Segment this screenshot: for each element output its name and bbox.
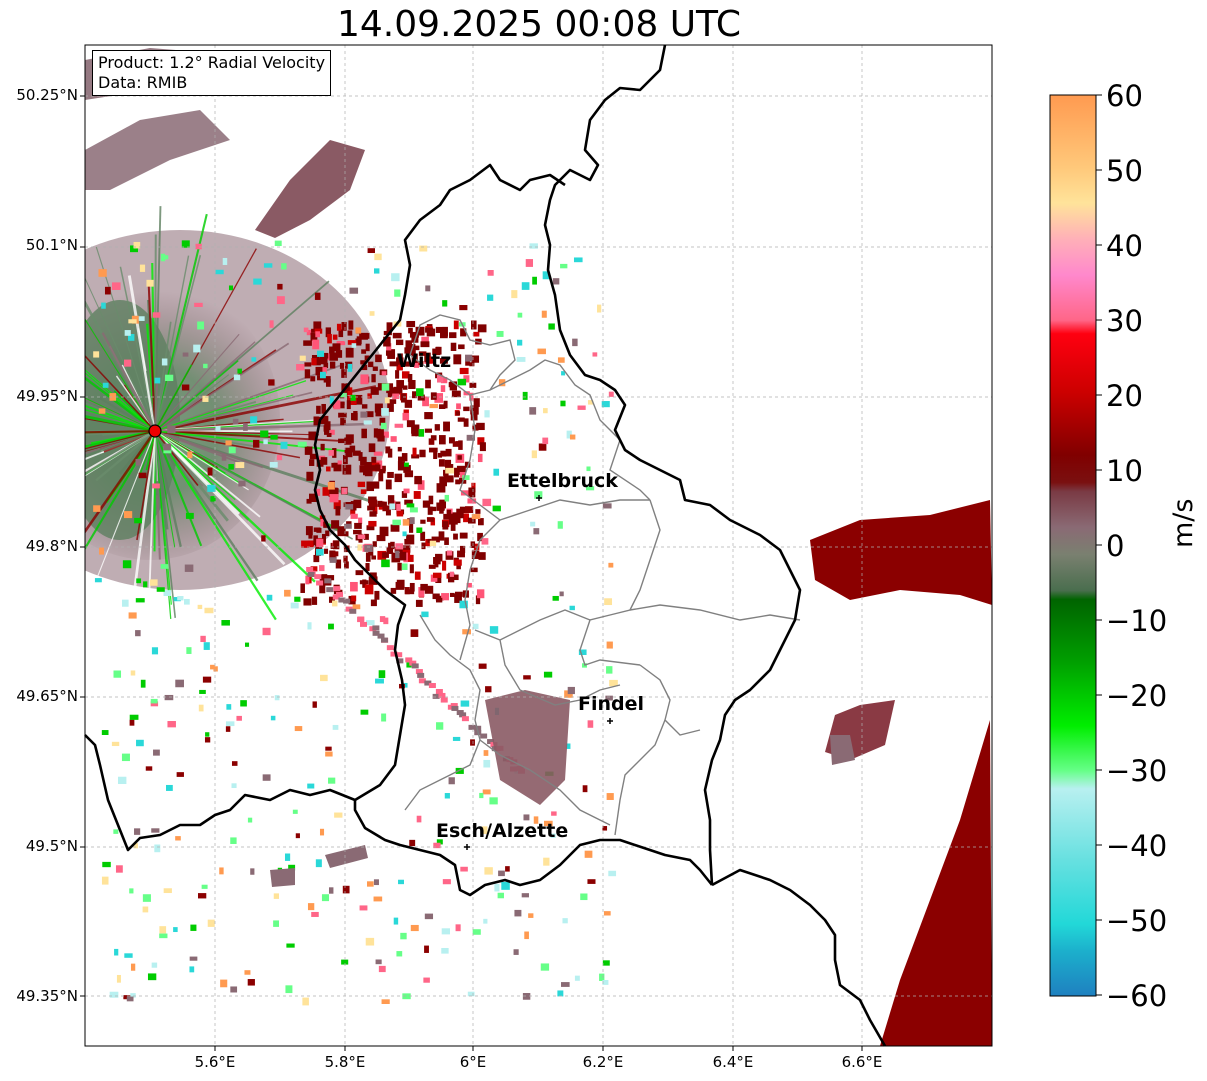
product-label: Product: 1.2° Radial Velocity: [98, 53, 326, 72]
map-title: 14.09.2025 00:08 UTC: [336, 4, 742, 45]
colorbar-tick-label: 0: [1106, 529, 1125, 563]
colorbar-tick-label: −40: [1106, 829, 1168, 863]
country-borders: [84, 44, 887, 1047]
lat-label: 49.5°N: [25, 837, 78, 855]
lat-label: 49.35°N: [16, 987, 78, 1005]
city-markers: [464, 495, 613, 850]
lon-label: 5.8°E: [324, 1053, 366, 1071]
colorbar-tick-label: 40: [1106, 229, 1143, 263]
lon-label: 6.2°E: [582, 1053, 624, 1071]
lon-label: 6°E: [459, 1053, 487, 1071]
lat-label: 49.95°N: [16, 387, 78, 405]
city-label-findel: Findel: [578, 693, 645, 715]
city-label-esch-alzette: Esch/Alzette: [436, 820, 569, 842]
colorbar-tick-label: 20: [1106, 379, 1143, 413]
colorbar-tick-label: 60: [1106, 79, 1143, 113]
lat-label: 49.65°N: [16, 687, 78, 705]
graticule: [85, 45, 992, 1046]
colorbar-tick-label: −20: [1106, 679, 1168, 713]
lat-label: 49.8°N: [25, 537, 78, 555]
city-label-ettelbruck: Ettelbruck: [507, 470, 618, 492]
colorbar-tick-label: −60: [1106, 979, 1168, 1013]
lat-label: 50.25°N: [16, 86, 78, 104]
lon-label: 5.6°E: [194, 1053, 236, 1071]
colorbar-tick-label: 50: [1106, 154, 1143, 188]
lon-label: 6.6°E: [841, 1053, 883, 1071]
colorbar-unit-label: m/s: [1168, 498, 1199, 548]
colorbar: [1049, 94, 1102, 997]
canton-boundaries: [404, 314, 801, 836]
data-source-label: Data: RMIB: [98, 73, 188, 92]
product-info-box: Product: 1.2° Radial Velocity Data: RMIB: [92, 50, 332, 96]
colorbar-tick-label: −30: [1106, 754, 1168, 788]
radar-site-marker: [148, 424, 162, 438]
colorbar-tick-label: −10: [1106, 604, 1168, 638]
colorbar-tick-label: −50: [1106, 904, 1168, 938]
colorbar-tick-label: 30: [1106, 304, 1143, 338]
lon-label: 6.4°E: [712, 1053, 754, 1071]
city-label-wiltz: Wiltz: [397, 350, 452, 372]
colorbar-tick-label: 10: [1106, 454, 1143, 488]
radar-echoes: [85, 48, 992, 1046]
lat-label: 50.1°N: [25, 236, 78, 254]
